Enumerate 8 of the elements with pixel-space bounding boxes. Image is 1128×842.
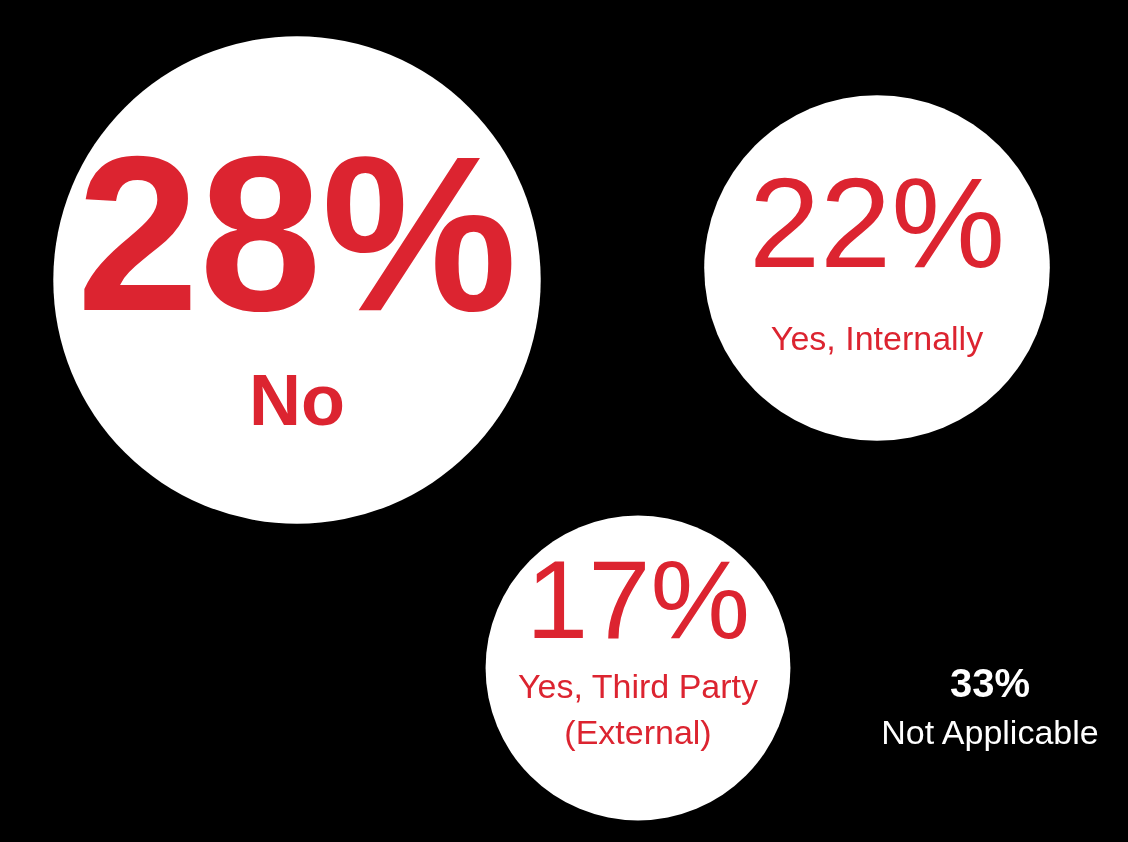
category-label: No [249, 360, 345, 440]
category-label: Yes, Internally [770, 318, 984, 357]
category-label: Yes, Third Party (External) [517, 667, 759, 752]
data-label: 22% [748, 151, 1006, 294]
data-label: 17% [525, 537, 751, 663]
data-label: 33% [949, 661, 1031, 705]
data-label: 28% [76, 111, 518, 358]
category-label: Not Applicable [881, 713, 1099, 751]
